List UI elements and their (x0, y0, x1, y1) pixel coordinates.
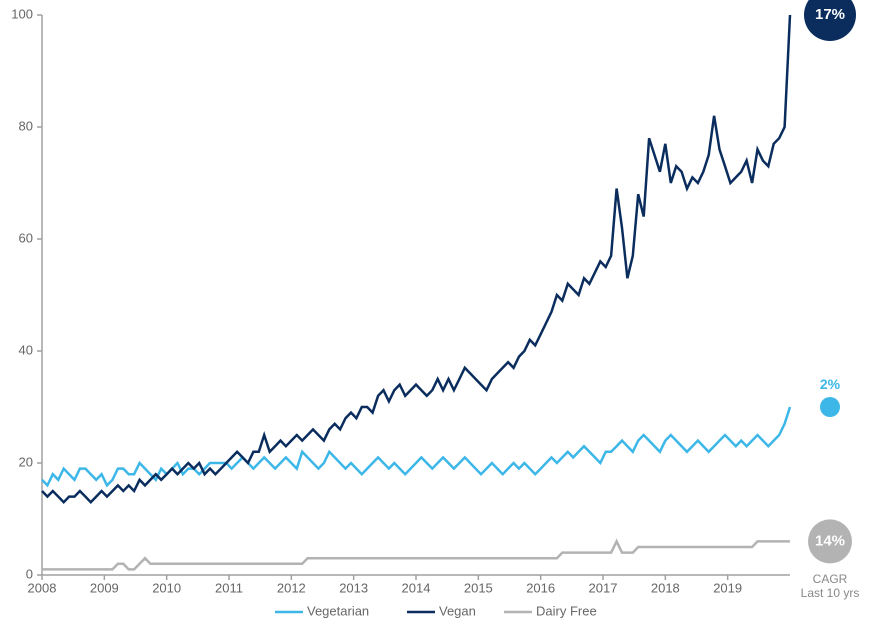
legend-label: Vegetarian (307, 603, 369, 618)
chart-container: 0 20 40 60 80 100 2008 2009 2010 2011 2012 2013 2014… (0, 0, 870, 628)
x-tick-label: 2008 (28, 581, 57, 596)
x-tick-label: 2016 (526, 581, 555, 596)
badge-value: 2% (820, 376, 841, 392)
x-tick-label: 2014 (402, 581, 431, 596)
x-tick-label: 2013 (339, 581, 368, 596)
badge-value: 17% (815, 6, 845, 23)
x-tick-label: 2015 (464, 581, 493, 596)
y-tick-label: 60 (19, 230, 33, 245)
cagr-label-line2: Last 10 yrs (801, 586, 860, 600)
x-tick-label: 2011 (215, 581, 243, 596)
y-tick-label: 20 (19, 454, 33, 469)
x-tick-label: 2018 (651, 581, 680, 596)
x-tick-label: 2017 (589, 581, 618, 596)
y-tick-label: 100 (11, 6, 33, 21)
x-tick-label: 2019 (713, 581, 742, 596)
badge-value: 14% (815, 532, 845, 549)
y-tick-label: 80 (19, 118, 33, 133)
series-vegetarian (42, 407, 790, 485)
series-dairy-free (42, 541, 790, 569)
cagr-label-line1: CAGR (813, 572, 848, 586)
badge-dot (820, 397, 840, 417)
x-tick-label: 2012 (277, 581, 306, 596)
line-chart: 0 20 40 60 80 100 2008 2009 2010 2011 2012 2013 2014… (0, 0, 870, 628)
legend-label: Vegan (439, 603, 476, 618)
x-tick-label: 2010 (152, 581, 181, 596)
legend-label: Dairy Free (536, 603, 597, 618)
series-vegan (42, 15, 790, 502)
x-tick-label: 2009 (90, 581, 119, 596)
y-tick-label: 0 (26, 566, 33, 581)
y-tick-label: 40 (19, 342, 33, 357)
